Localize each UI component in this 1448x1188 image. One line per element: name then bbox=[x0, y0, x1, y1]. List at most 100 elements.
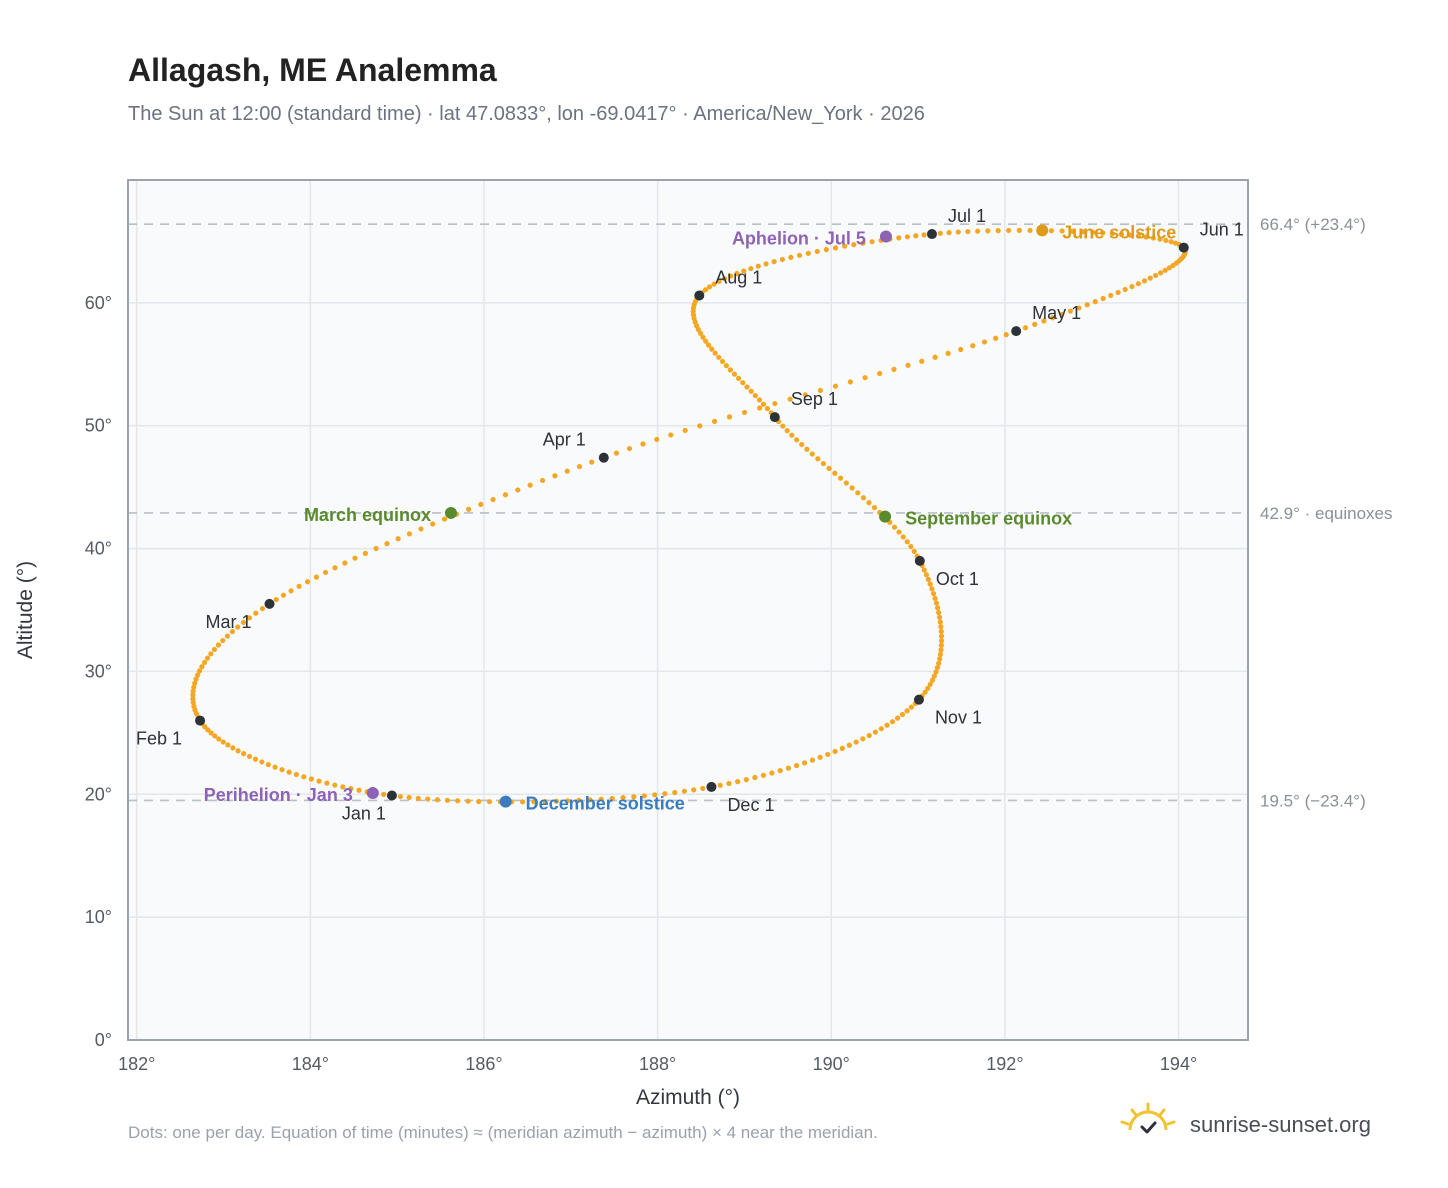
daily-dot bbox=[780, 423, 786, 429]
brand[interactable]: sunrise-sunset.org bbox=[1118, 1100, 1398, 1150]
daily-dot bbox=[936, 660, 942, 666]
event-marker bbox=[879, 510, 892, 523]
event-label: March equinox bbox=[304, 505, 431, 525]
daily-dot bbox=[288, 588, 294, 594]
daily-dot bbox=[259, 759, 265, 765]
daily-dot bbox=[706, 284, 713, 290]
daily-dot bbox=[930, 590, 937, 597]
month-label: May 1 bbox=[1032, 303, 1081, 323]
daily-dot bbox=[700, 785, 706, 792]
plot-frame bbox=[127, 179, 1249, 1041]
daily-dot bbox=[933, 669, 939, 675]
event-label: Perihelion · Jan 3 bbox=[204, 785, 353, 805]
daily-dot bbox=[801, 760, 808, 766]
month-label: Apr 1 bbox=[543, 430, 586, 450]
daily-dot bbox=[752, 774, 758, 781]
daily-dot bbox=[981, 339, 988, 345]
x-tick-label: 184° bbox=[292, 1054, 329, 1074]
daily-dot bbox=[1108, 292, 1114, 299]
daily-dot bbox=[280, 592, 287, 598]
daily-dot bbox=[884, 722, 890, 728]
daily-dot bbox=[866, 500, 872, 506]
daily-dot bbox=[199, 664, 205, 670]
daily-dot bbox=[444, 797, 451, 803]
daily-dot bbox=[455, 798, 461, 804]
daily-dot bbox=[362, 550, 368, 556]
daily-dot bbox=[869, 239, 875, 245]
daily-dot bbox=[1003, 332, 1009, 338]
daily-dot bbox=[1059, 311, 1065, 318]
daily-dot bbox=[1118, 231, 1125, 237]
daily-dot bbox=[1153, 272, 1159, 279]
daily-dot bbox=[843, 480, 849, 486]
daily-dot bbox=[905, 362, 911, 368]
month-markers: Jan 1 Feb 1 Mar 1 Apr 1 May 1 Jun 1 Jul 1 Aug 1… bbox=[136, 206, 1244, 823]
daily-dot bbox=[229, 628, 236, 635]
daily-dot bbox=[764, 405, 770, 412]
daily-dot bbox=[908, 543, 914, 550]
daily-dot bbox=[220, 739, 226, 745]
daily-dot bbox=[703, 338, 709, 344]
month-label: Jul 1 bbox=[948, 206, 986, 226]
daily-dot bbox=[904, 708, 910, 714]
daily-dot bbox=[913, 233, 919, 239]
daily-dot bbox=[620, 795, 626, 801]
daily-dot bbox=[777, 768, 783, 774]
grid bbox=[128, 180, 1248, 1041]
daily-dot bbox=[265, 761, 271, 768]
daily-dot bbox=[224, 633, 231, 639]
daily-dot bbox=[589, 459, 595, 465]
daily-dot bbox=[740, 380, 746, 386]
daily-dot bbox=[192, 680, 198, 686]
daily-dot bbox=[727, 273, 734, 279]
reference-line-label: 66.4° (+23.4°) bbox=[1260, 215, 1366, 234]
daily-dot bbox=[697, 423, 703, 429]
month-label: Dec 1 bbox=[727, 795, 774, 815]
month-marker bbox=[926, 229, 937, 240]
daily-dot bbox=[1032, 321, 1038, 327]
daily-dot bbox=[652, 792, 658, 798]
daily-dot bbox=[246, 753, 253, 760]
daily-dot bbox=[741, 268, 747, 274]
daily-dot bbox=[727, 367, 733, 373]
daily-dot bbox=[743, 777, 749, 783]
daily-dot bbox=[1115, 289, 1121, 296]
daily-dot bbox=[794, 437, 800, 443]
daily-dot bbox=[308, 776, 314, 782]
sun-check-icon bbox=[1120, 1102, 1176, 1134]
daily-dot bbox=[564, 468, 570, 474]
daily-dot bbox=[201, 659, 208, 666]
daily-dot bbox=[373, 545, 379, 552]
month-label: Nov 1 bbox=[935, 708, 982, 728]
month-label: Jun 1 bbox=[1200, 220, 1244, 240]
daily-dot bbox=[700, 334, 706, 340]
daily-dot bbox=[937, 230, 943, 236]
daily-dot bbox=[793, 762, 800, 769]
daily-dot bbox=[860, 240, 866, 246]
y-tick-label: 60° bbox=[85, 293, 112, 313]
daily-dot bbox=[316, 778, 322, 784]
daily-dot bbox=[246, 615, 253, 621]
y-tick-label: 30° bbox=[85, 661, 112, 681]
daily-dot bbox=[796, 252, 803, 258]
daily-dot bbox=[936, 614, 943, 620]
daily-dot bbox=[1135, 233, 1142, 239]
daily-dot bbox=[1129, 283, 1135, 290]
month-label: Jan 1 bbox=[342, 804, 386, 824]
daily-dot bbox=[921, 567, 927, 573]
daily-dot bbox=[719, 358, 726, 365]
daily-dot bbox=[381, 791, 387, 797]
daily-dot bbox=[921, 232, 927, 238]
event-marker bbox=[879, 230, 892, 243]
daily-dot bbox=[832, 470, 838, 476]
daily-dot bbox=[937, 656, 943, 662]
daily-dot bbox=[785, 765, 792, 771]
plot-area bbox=[128, 180, 1248, 1040]
daily-dot bbox=[832, 245, 839, 251]
daily-dot bbox=[515, 487, 521, 493]
daily-dot bbox=[899, 711, 906, 718]
daily-dot bbox=[748, 388, 754, 394]
chart-subtitle: The Sun at 12:00 (standard time) · lat 4… bbox=[128, 103, 925, 125]
daily-dot bbox=[425, 796, 431, 802]
